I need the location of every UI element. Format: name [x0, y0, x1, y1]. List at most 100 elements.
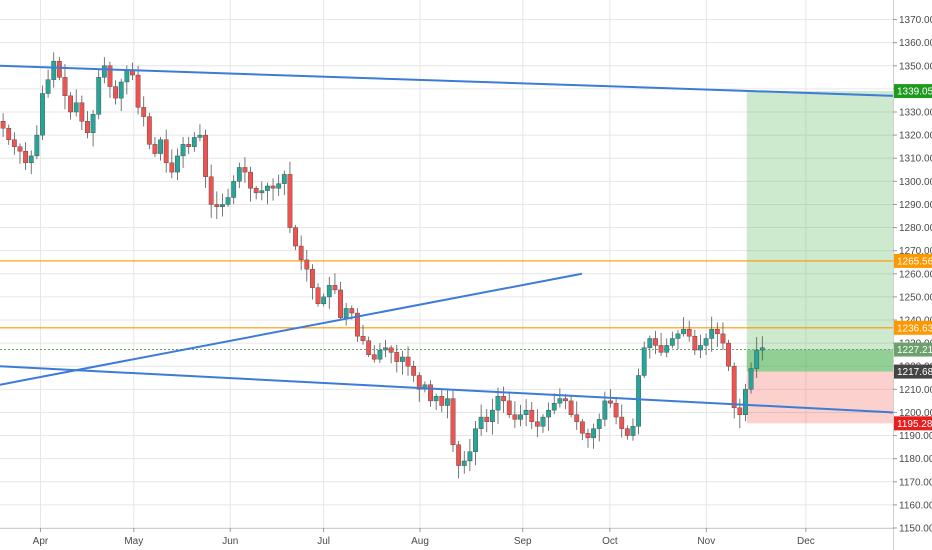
candle-body	[265, 185, 270, 191]
grid-lines	[0, 0, 893, 529]
candle-body	[754, 349, 760, 369]
price-tick-label: 1260.00	[899, 269, 932, 280]
price-tag	[894, 320, 932, 335]
price-tag-text: 1227.21	[897, 345, 932, 356]
candle-body	[388, 347, 394, 353]
candle-body	[720, 333, 726, 344]
candle-body	[0, 121, 6, 129]
candle-body	[596, 419, 602, 429]
price-tag	[894, 342, 932, 357]
price-axis[interactable]: 1150.00 1160.00 1170.00 1180.00 1190.00 1200.…	[893, 0, 932, 550]
candle-body	[478, 416, 484, 429]
candle-body	[152, 144, 158, 154]
candle-body	[6, 127, 12, 140]
candle-body	[107, 65, 113, 87]
price-tag	[894, 84, 932, 99]
candle-body	[501, 396, 507, 402]
profit-zone	[746, 91, 893, 372]
candle-body	[731, 366, 737, 409]
candle-body	[489, 409, 495, 422]
candle-body	[315, 287, 321, 305]
candle-body	[360, 335, 366, 341]
candle-body	[118, 81, 124, 99]
price-tick-label: 1290.00	[899, 200, 932, 211]
candle-body	[467, 451, 473, 462]
candle-body	[270, 185, 276, 189]
candle-body	[85, 121, 90, 134]
candlestick-series	[0, 52, 765, 479]
candle-body	[506, 400, 512, 415]
price-tick-label: 1190.00	[899, 431, 932, 442]
candle-body	[484, 416, 490, 422]
position-zones[interactable]	[0, 91, 893, 424]
time-axis[interactable]: Apr May Jun Jul Aug Sep Oct Nov Dec	[0, 528, 893, 550]
candle-body	[141, 107, 147, 117]
candle-body	[613, 403, 619, 418]
candle-body	[518, 414, 523, 420]
candle-body	[737, 407, 743, 415]
candle-body	[585, 433, 591, 439]
trendline	[0, 365, 894, 414]
price-tick-label: 1310.00	[899, 154, 932, 165]
price-tick-label: 1370.00	[899, 15, 932, 26]
candle-body	[444, 398, 450, 406]
candle-body	[90, 114, 96, 134]
candle-body	[540, 416, 546, 427]
candle-body	[34, 134, 40, 157]
horizontal-levels[interactable]	[0, 260, 893, 329]
price-tick-label: 1160.00	[899, 500, 932, 511]
candle-body	[399, 356, 405, 362]
candle-body	[692, 335, 698, 351]
candle-body	[326, 285, 332, 298]
candle-body	[101, 65, 107, 78]
candle-body	[248, 171, 253, 189]
candle-body	[383, 347, 388, 351]
candle-body	[287, 174, 293, 228]
candle-body	[703, 338, 709, 346]
trendlines[interactable]	[0, 64, 894, 414]
candle-body	[28, 155, 34, 164]
price-tick-label: 1250.00	[899, 292, 932, 303]
candle-body	[191, 137, 197, 147]
candle-body	[428, 384, 433, 402]
candle-body	[298, 245, 304, 261]
candle-body	[546, 409, 552, 418]
candle-body	[557, 398, 563, 404]
candle-body	[450, 398, 456, 446]
candle-body	[726, 342, 731, 367]
price-tag-text: 1265.56	[897, 256, 932, 267]
candle-body	[349, 308, 355, 314]
price-tick-label: 1170.00	[899, 477, 932, 488]
candle-body	[602, 400, 608, 420]
candle-body	[377, 349, 383, 360]
candle-body	[62, 77, 68, 97]
candle-body	[259, 190, 265, 194]
candle-body	[220, 204, 225, 207]
candle-body	[523, 409, 529, 415]
candle-body	[281, 174, 287, 184]
candle-body	[748, 368, 754, 390]
price-tick-label: 1300.00	[899, 177, 932, 188]
candle-body	[422, 384, 428, 390]
candle-body	[11, 139, 17, 147]
candle-body	[96, 77, 102, 115]
candle-body	[568, 400, 574, 415]
trendline	[0, 272, 583, 386]
candle-body	[208, 176, 214, 205]
candle-body	[236, 167, 242, 182]
candle-body	[51, 60, 57, 80]
candle-body	[411, 366, 417, 376]
candle-body	[276, 183, 282, 189]
candle-body	[563, 398, 568, 402]
candle-body	[619, 416, 625, 429]
month-label: Sep	[514, 536, 532, 547]
candle-body	[45, 79, 51, 94]
candle-body	[608, 400, 613, 404]
price-tick-label: 1330.00	[899, 108, 932, 119]
candle-body	[169, 162, 175, 173]
candle-body	[529, 409, 535, 422]
candle-body	[146, 116, 152, 145]
candle-body	[698, 345, 703, 351]
candle-body	[231, 181, 237, 198]
